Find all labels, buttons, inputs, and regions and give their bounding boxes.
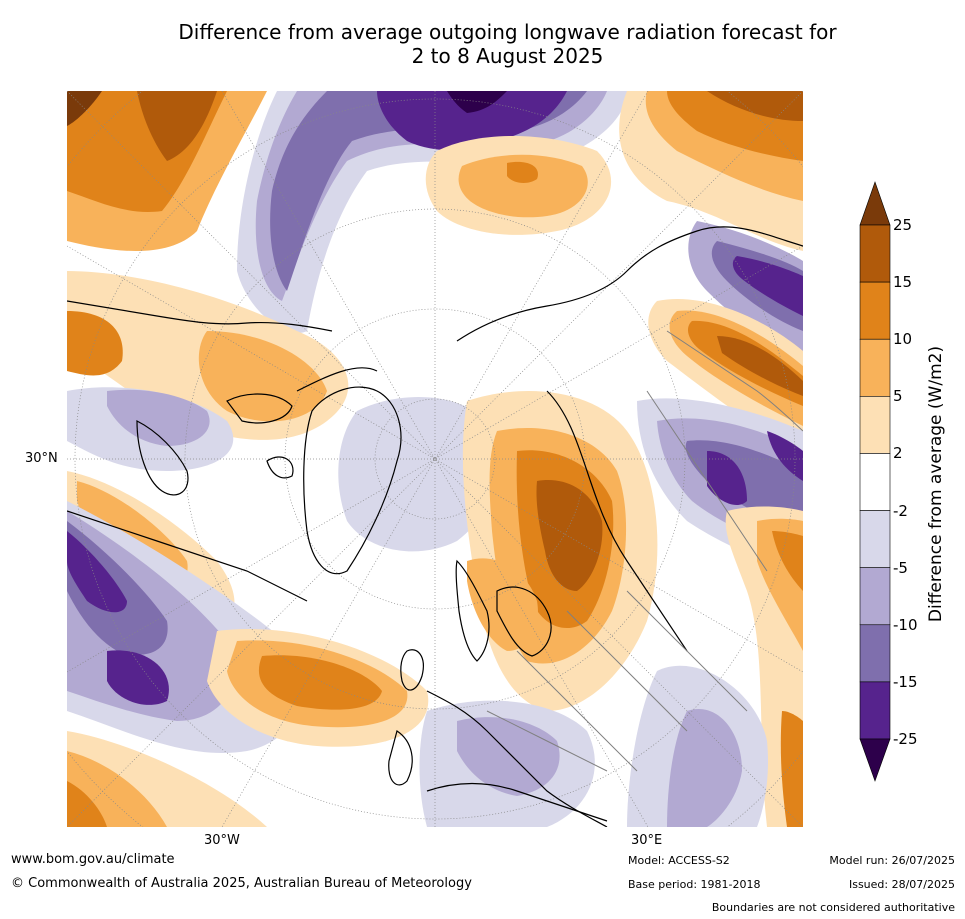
anomaly-region: [507, 161, 538, 183]
anomaly-region: [338, 397, 497, 552]
anomaly-region: [447, 91, 507, 113]
colorbar-extend-min: [859, 738, 891, 782]
map-panel: [67, 91, 803, 827]
colorbar-tick-label: -25: [893, 730, 918, 748]
colorbar-segment: [859, 281, 891, 340]
model-run-text: Model run: 26/07/2025: [829, 854, 955, 867]
colorbar-extend-max: [859, 181, 891, 226]
anomaly-region: [707, 91, 803, 121]
colorbar-tick-label: -10: [893, 615, 918, 634]
base-period-text: Base period: 1981-2018: [628, 878, 761, 891]
colorbar-tick-label: -15: [893, 672, 918, 691]
anomaly-region: [457, 717, 560, 796]
colorbar-tick-label: 15: [893, 273, 913, 292]
colorbar-tick-label: 5: [893, 387, 903, 406]
graticule: [67, 91, 803, 827]
anomaly-region: [707, 451, 747, 506]
anomaly-region: [67, 311, 123, 376]
colorbar-tick-label: 25: [893, 216, 913, 234]
colorbar-segment: [859, 624, 891, 683]
coastlines: [67, 226, 803, 827]
anomaly-region: [467, 558, 538, 651]
colorbar-segment: [859, 224, 891, 283]
anomaly-region: [107, 389, 210, 446]
anomaly-map: [67, 91, 803, 827]
anomaly-region: [377, 91, 567, 151]
colorbar-segment: [859, 510, 891, 568]
copyright-text: © Commonwealth of Australia 2025, Austra…: [11, 876, 472, 891]
lat-label-30n: 30°N: [25, 451, 58, 466]
anomaly-region: [772, 531, 803, 591]
title-line-2: 2 to 8 August 2025: [411, 44, 604, 68]
model-text: Model: ACCESS-S2: [628, 854, 730, 867]
anomaly-region: [258, 655, 382, 710]
colorbar-tick-label: 2: [893, 444, 903, 463]
anomaly-region: [458, 154, 588, 218]
disclaimer-text: Boundaries are not considered authoritat…: [711, 901, 955, 914]
anomaly-region: [767, 431, 803, 481]
anomaly-region: [137, 91, 217, 161]
colorbar-segment: [859, 681, 891, 740]
map-title: Difference from average outgoing longwav…: [60, 20, 955, 68]
title-line-1: Difference from average outgoing longwav…: [178, 20, 837, 44]
anomaly-region: [667, 709, 742, 827]
anomaly-region: [536, 480, 603, 591]
issued-text: Issued: 28/07/2025: [848, 878, 955, 891]
lon-label-30w: 30°W: [204, 833, 240, 848]
colorbar-tick-label: -2: [893, 501, 908, 520]
website-link[interactable]: www.bom.gov.au/climate: [11, 852, 175, 867]
anomaly-region: [717, 336, 803, 396]
colorbar-tick-label: -5: [893, 558, 908, 577]
colorbar-segment: [859, 396, 891, 454]
colorbar-segment: [859, 453, 891, 511]
lon-label-30e: 30°E: [631, 833, 663, 848]
colorbar-tick-label: 10: [893, 330, 913, 349]
anomaly-region: [67, 781, 107, 827]
colorbar-label: Difference from average (W/m2): [926, 345, 946, 623]
anomaly-region: [732, 256, 803, 316]
country-borders: [486, 330, 803, 772]
colorbar-segment: [859, 338, 891, 397]
anomaly-region: [67, 531, 127, 613]
anomaly-region: [780, 711, 803, 827]
anomaly-region: [107, 650, 169, 705]
anomaly-region: [270, 91, 587, 291]
colorbar-segment: [859, 567, 891, 626]
colorbar-segments: [859, 181, 891, 782]
